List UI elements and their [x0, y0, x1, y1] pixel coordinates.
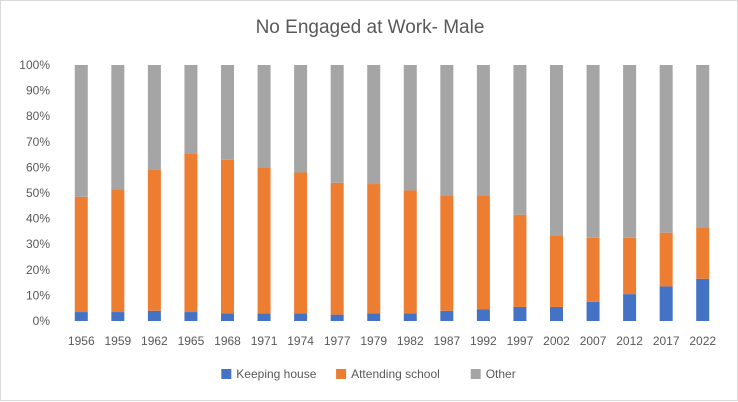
bar-segment-attending-school: [184, 153, 198, 313]
x-tick-label: 2022: [689, 334, 716, 348]
legend-label: Attending school: [351, 367, 440, 381]
bar-segment-keeping-house: [403, 313, 417, 321]
bar-segment-other: [330, 65, 344, 183]
bar-segment-other: [586, 65, 600, 238]
legend-label: Keeping house: [236, 367, 316, 381]
x-tick-label: 2002: [543, 334, 570, 348]
bar-segment-keeping-house: [586, 301, 600, 321]
y-tick-label: 70%: [26, 135, 50, 149]
bar-segment-attending-school: [696, 227, 710, 279]
bar-segment-attending-school: [330, 182, 344, 315]
bar-segment-attending-school: [513, 214, 527, 307]
y-tick-label: 80%: [26, 109, 50, 123]
bar-segment-keeping-house: [257, 313, 271, 321]
y-tick-label: 100%: [19, 58, 50, 72]
bar-segment-attending-school: [221, 159, 234, 314]
y-tick-label: 50%: [26, 186, 50, 200]
bar-segment-keeping-house: [111, 312, 125, 321]
bar-segment-attending-school: [659, 232, 673, 287]
y-tick-label: 60%: [26, 160, 50, 174]
x-axis: 1956 1959 1962 1965 1968 1971 1974 1977 1979 1982…: [68, 334, 716, 348]
x-tick-label: 1962: [141, 334, 168, 348]
bar-segment-other: [147, 65, 161, 170]
x-tick-label: 1974: [287, 334, 314, 348]
y-tick-label: 90%: [26, 84, 50, 98]
bar-segment-keeping-house: [294, 313, 308, 321]
bar-segment-keeping-house: [476, 309, 490, 321]
legend-swatch: [221, 369, 232, 379]
bar-segment-attending-school: [550, 235, 563, 307]
bar-segment-attending-school: [403, 190, 417, 314]
bar-segment-other: [696, 65, 710, 228]
x-tick-label: 1968: [214, 334, 241, 348]
bar-segment-other: [184, 65, 198, 154]
bar-segment-attending-school: [367, 184, 381, 314]
bar-segment-keeping-house: [550, 306, 563, 321]
x-tick-label: 2007: [580, 334, 607, 348]
bar-segment-attending-school: [74, 196, 88, 313]
bar-segment-other: [294, 65, 308, 173]
bar-segment-keeping-house: [330, 314, 344, 321]
x-tick-label: 2017: [653, 334, 680, 348]
bar-segment-other: [367, 65, 381, 185]
bar-segment-attending-school: [147, 169, 161, 311]
bar-segment-keeping-house: [440, 310, 454, 321]
bar-segment-attending-school: [111, 189, 125, 313]
x-tick-label: 2012: [616, 334, 643, 348]
bar-segment-keeping-house: [696, 278, 710, 321]
bar-segment-keeping-house: [513, 306, 527, 321]
bar-segment-keeping-house: [221, 313, 234, 321]
y-tick-label: 10%: [26, 288, 50, 302]
bar-segment-other: [513, 65, 527, 215]
x-tick-label: 1971: [251, 334, 278, 348]
bar-segment-keeping-house: [147, 310, 161, 321]
bar-segment-other: [623, 65, 637, 238]
y-tick-label: 0%: [33, 314, 51, 328]
bar-segment-attending-school: [476, 195, 490, 310]
bar-segment-keeping-house: [659, 286, 673, 321]
bar-segment-other: [550, 65, 563, 236]
y-axis: 0% 10% 20% 30% 40% 50% 60% 70% 80% 90% 100%: [19, 58, 50, 328]
legend-label: Other: [486, 367, 516, 381]
x-tick-label: 1982: [397, 334, 424, 348]
bar-segment-attending-school: [294, 172, 308, 314]
x-tick-label: 1979: [360, 334, 387, 348]
chart-title: No Engaged at Work- Male: [256, 17, 485, 38]
bar-segment-other: [659, 65, 673, 233]
bar-segment-other: [440, 65, 454, 196]
x-tick-label: 1965: [178, 334, 205, 348]
bar-segment-attending-school: [623, 237, 637, 295]
legend: Keeping house Attending school Other: [221, 367, 516, 381]
bar-segment-other: [476, 65, 490, 196]
bars: [74, 65, 710, 321]
legend-swatch: [336, 369, 347, 379]
y-tick-label: 30%: [26, 237, 50, 251]
x-tick-label: 1959: [104, 334, 131, 348]
bar-segment-keeping-house: [74, 312, 88, 321]
y-tick-label: 40%: [26, 212, 50, 226]
x-tick-label: 1987: [433, 334, 460, 348]
bar-segment-attending-school: [586, 237, 600, 302]
x-tick-label: 1992: [470, 334, 497, 348]
legend-swatch: [470, 369, 481, 379]
bar-segment-other: [221, 65, 234, 160]
bar-segment-attending-school: [440, 195, 454, 311]
bar-segment-attending-school: [257, 167, 271, 314]
bar-segment-other: [257, 65, 271, 168]
x-tick-label: 1977: [324, 334, 351, 348]
bar-segment-keeping-house: [367, 313, 381, 321]
x-tick-label: 1997: [507, 334, 534, 348]
x-tick-label: 1956: [68, 334, 95, 348]
bar-segment-keeping-house: [623, 294, 637, 321]
bar-segment-keeping-house: [184, 312, 198, 321]
bar-segment-other: [111, 65, 125, 190]
y-tick-label: 20%: [26, 263, 50, 277]
bar-segment-other: [74, 65, 88, 197]
bar-segment-other: [403, 65, 417, 191]
